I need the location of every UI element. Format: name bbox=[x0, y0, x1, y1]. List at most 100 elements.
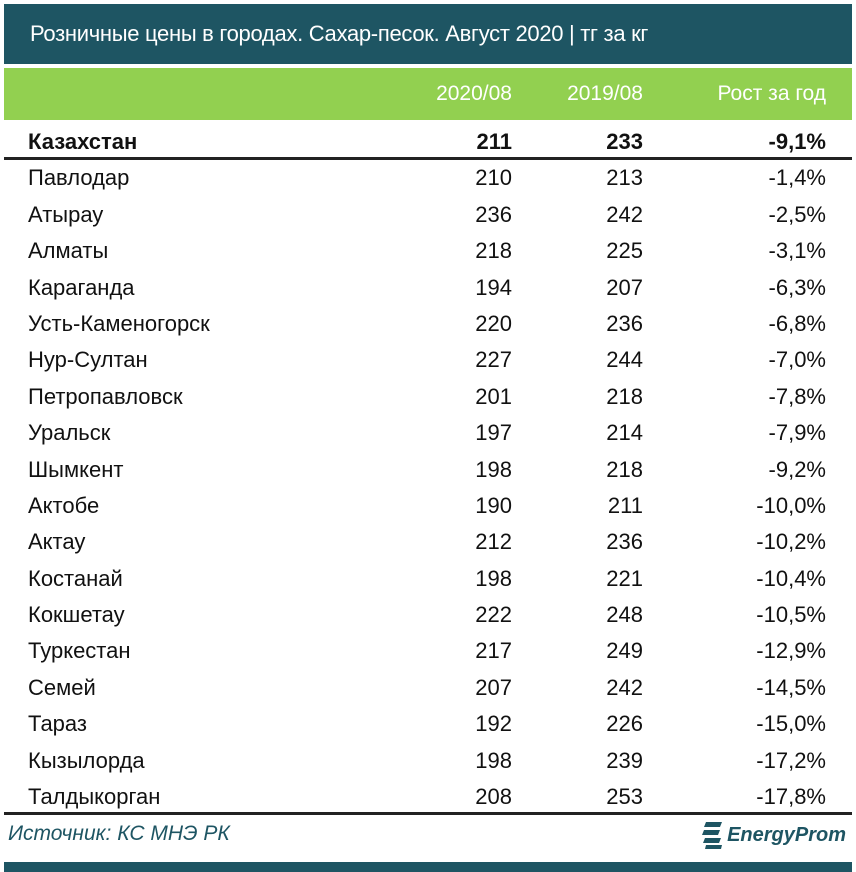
price-2019: 226 bbox=[606, 711, 643, 737]
header-2020: 2020/08 bbox=[436, 82, 512, 105]
price-2020: 210 bbox=[475, 165, 512, 191]
table-row: Тараз 192 226 -15,0% bbox=[4, 706, 852, 742]
header-growth: Рост за год bbox=[717, 82, 826, 105]
growth-value: -2,5% bbox=[768, 201, 826, 227]
table-body: Казахстан 211 233 -9,1% Павлодар 210 213 -1,4% А… bbox=[4, 124, 852, 816]
logo-icon bbox=[702, 822, 723, 849]
price-2019: 248 bbox=[606, 602, 643, 628]
price-2019: 233 bbox=[606, 129, 643, 154]
table-row: Актобе 190 211 -10,0% bbox=[4, 488, 852, 524]
city-name: Нур-Султан bbox=[28, 347, 148, 373]
price-2020: 207 bbox=[475, 674, 512, 700]
city-name: Шымкент bbox=[28, 456, 124, 482]
growth-value: -10,2% bbox=[756, 529, 826, 555]
table-row: Петропавловск 201 218 -7,8% bbox=[4, 379, 852, 415]
growth-value: -7,0% bbox=[768, 347, 826, 373]
growth-value: -12,9% bbox=[756, 638, 826, 664]
price-2019: 242 bbox=[606, 201, 643, 227]
growth-value: -7,9% bbox=[768, 420, 826, 446]
table-row: Семей 207 242 -14,5% bbox=[4, 670, 852, 706]
price-2019: 218 bbox=[606, 456, 643, 482]
city-name: Актобе bbox=[28, 492, 100, 518]
price-2020: 212 bbox=[475, 529, 512, 555]
table-row: Атырау 236 242 -2,5% bbox=[4, 197, 852, 233]
growth-value: -9,2% bbox=[768, 456, 826, 482]
growth-value: -17,8% bbox=[756, 784, 826, 810]
price-2019: 236 bbox=[606, 529, 643, 555]
price-2019: 236 bbox=[606, 310, 643, 336]
table-row: Караганда 194 207 -6,3% bbox=[4, 270, 852, 306]
bottom-bar bbox=[4, 862, 852, 872]
city-name: Алматы bbox=[28, 238, 109, 264]
city-name: Талдыкорган bbox=[28, 784, 161, 810]
city-name: Тараз bbox=[28, 711, 87, 737]
price-2020: 222 bbox=[475, 602, 512, 628]
price-2019: 211 bbox=[607, 492, 643, 518]
price-2019: 214 bbox=[606, 420, 643, 446]
price-2019: 213 bbox=[606, 165, 643, 191]
table-row: Усть-Каменогорск 220 236 -6,8% bbox=[4, 306, 852, 342]
energyprom-logo: EnergyProm bbox=[702, 820, 846, 850]
price-2019: 218 bbox=[606, 383, 643, 409]
growth-value: -3,1% bbox=[768, 238, 826, 264]
price-2019: 207 bbox=[606, 274, 643, 300]
price-2019: 249 bbox=[606, 638, 643, 664]
price-2020: 201 bbox=[475, 383, 512, 409]
table-row: Алматы 218 225 -3,1% bbox=[4, 233, 852, 269]
city-name: Петропавловск bbox=[28, 383, 183, 409]
growth-value: -9,1% bbox=[768, 129, 826, 154]
city-name: Костанай bbox=[28, 565, 123, 591]
header-2019: 2019/08 bbox=[567, 82, 643, 105]
source-note: Источник: КС МНЭ РК bbox=[8, 822, 230, 845]
table-row: Актау 212 236 -10,2% bbox=[4, 524, 852, 560]
price-2020: 227 bbox=[475, 347, 512, 373]
price-2020: 218 bbox=[475, 238, 512, 264]
price-2020: 198 bbox=[475, 456, 512, 482]
city-name: Туркестан bbox=[28, 638, 131, 664]
table-row: Талдыкорган 208 253 -17,8% bbox=[4, 779, 852, 816]
price-2020: 217 bbox=[475, 638, 512, 664]
price-2019: 225 bbox=[606, 238, 643, 264]
price-2019: 242 bbox=[606, 674, 643, 700]
table-row: Нур-Султан 227 244 -7,0% bbox=[4, 342, 852, 378]
city-name: Павлодар bbox=[28, 165, 130, 191]
price-2020: 198 bbox=[475, 747, 512, 773]
growth-value: -10,5% bbox=[756, 602, 826, 628]
city-name: Казахстан bbox=[28, 129, 138, 154]
city-name: Усть-Каменогорск bbox=[28, 310, 210, 336]
price-2019: 239 bbox=[606, 747, 643, 773]
city-name: Кызылорда bbox=[28, 747, 145, 773]
city-name: Кокшетау bbox=[28, 602, 125, 628]
growth-value: -1,4% bbox=[768, 165, 826, 191]
logo-text: EnergyProm bbox=[727, 823, 846, 846]
growth-value: -15,0% bbox=[756, 711, 826, 737]
city-name: Караганда bbox=[28, 274, 135, 300]
table-row: Казахстан 211 233 -9,1% bbox=[4, 124, 852, 161]
growth-value: -17,2% bbox=[756, 747, 826, 773]
price-2020: 192 bbox=[475, 711, 512, 737]
price-2020: 220 bbox=[475, 310, 512, 336]
table-title: Розничные цены в городах. Сахар-песок. А… bbox=[4, 4, 852, 64]
price-2019: 221 bbox=[606, 565, 643, 591]
city-name: Атырау bbox=[28, 201, 104, 227]
table-row: Шымкент 198 218 -9,2% bbox=[4, 452, 852, 488]
price-2020: 236 bbox=[475, 201, 512, 227]
city-name: Семей bbox=[28, 674, 96, 700]
price-2020: 190 bbox=[475, 492, 512, 518]
price-2019: 244 bbox=[606, 347, 643, 373]
growth-value: -6,8% bbox=[768, 310, 826, 336]
city-name: Уральск bbox=[28, 420, 111, 446]
growth-value: -10,0% bbox=[756, 492, 826, 518]
growth-value: -10,4% bbox=[756, 565, 826, 591]
price-2019: 253 bbox=[606, 784, 643, 810]
price-2020: 208 bbox=[475, 784, 512, 810]
price-2020: 211 bbox=[476, 129, 513, 154]
growth-value: -7,8% bbox=[768, 383, 826, 409]
table-header: 2020/08 2019/08 Рост за год bbox=[4, 68, 852, 120]
table-row: Кокшетау 222 248 -10,5% bbox=[4, 597, 852, 633]
table-row: Уральск 197 214 -7,9% bbox=[4, 415, 852, 451]
price-2020: 198 bbox=[475, 565, 512, 591]
growth-value: -6,3% bbox=[768, 274, 826, 300]
table-row: Павлодар 210 213 -1,4% bbox=[4, 160, 852, 196]
table-row: Кызылорда 198 239 -17,2% bbox=[4, 743, 852, 779]
